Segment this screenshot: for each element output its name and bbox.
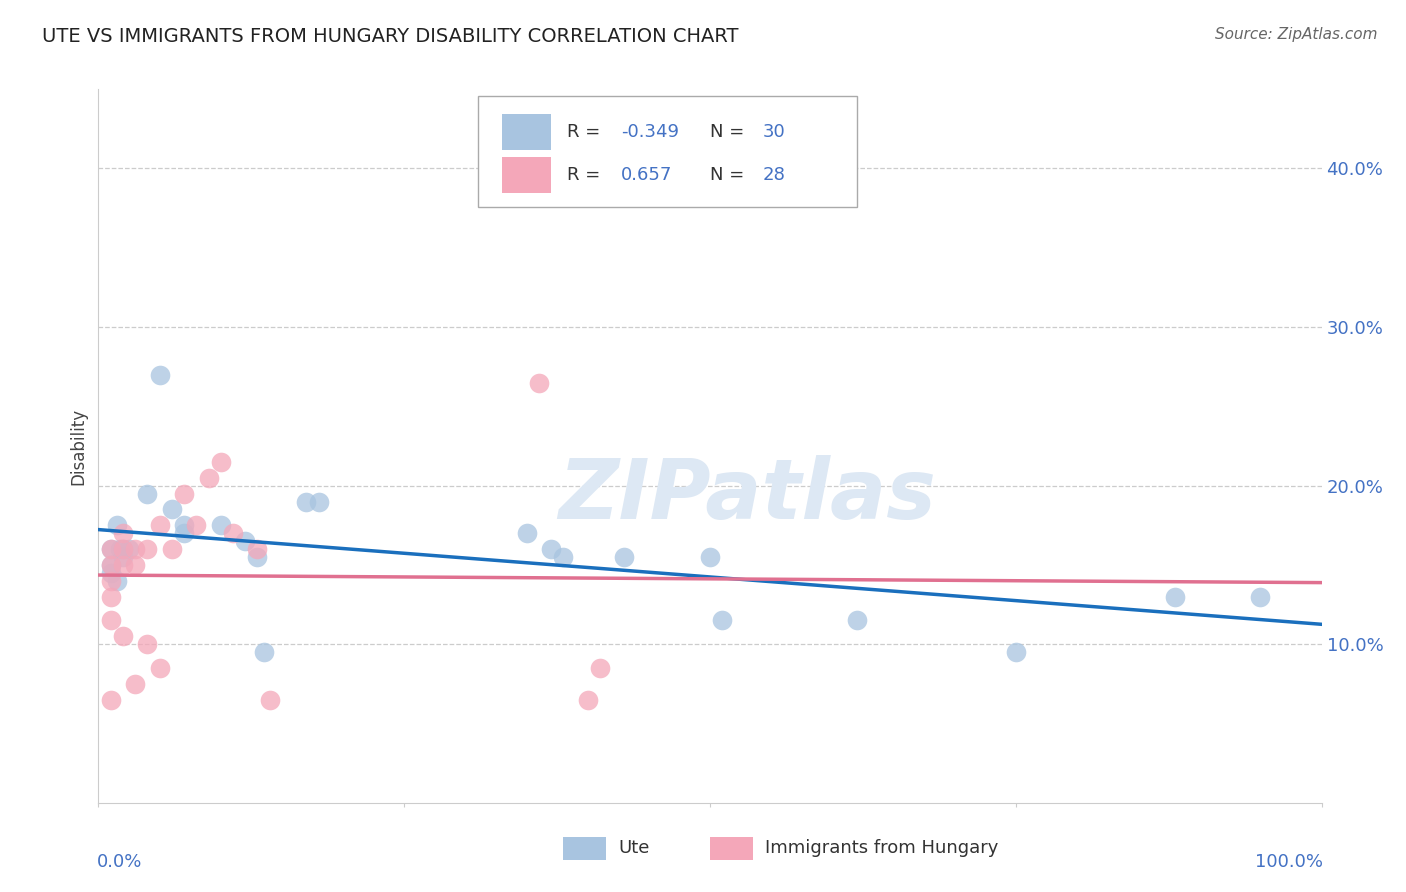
Point (209, 518, 232, 533)
Point (105, 518, 128, 533)
Point (100, 574, 122, 588)
Point (111, 558, 134, 572)
Text: 30: 30 (762, 123, 786, 141)
Text: N =: N = (710, 123, 749, 141)
Point (308, 494, 330, 508)
Point (118, 542, 141, 557)
Text: R =: R = (567, 123, 606, 141)
Point (173, 518, 195, 533)
Point (711, 614, 734, 628)
Point (553, 549, 575, 564)
Point (515, 526, 537, 541)
Point (259, 692, 281, 706)
Text: UTE VS IMMIGRANTS FROM HUNGARY DISABILITY CORRELATION CHART: UTE VS IMMIGRANTS FROM HUNGARY DISABILIT… (42, 27, 738, 45)
Point (173, 526, 195, 541)
Point (111, 542, 134, 557)
Point (160, 502, 183, 516)
Point (111, 542, 134, 557)
Point (222, 526, 245, 541)
Point (246, 549, 269, 564)
Point (111, 549, 134, 564)
Point (699, 549, 721, 564)
Point (100, 692, 122, 706)
Point (149, 368, 172, 382)
Point (173, 486, 195, 500)
Point (1004, 645, 1026, 659)
Point (100, 558, 122, 572)
FancyBboxPatch shape (502, 157, 551, 193)
Text: Ute: Ute (619, 839, 650, 857)
Point (110, 542, 132, 557)
Point (295, 494, 318, 508)
Point (197, 471, 219, 485)
FancyBboxPatch shape (478, 96, 856, 207)
Point (845, 614, 868, 628)
Point (540, 542, 562, 557)
Point (209, 455, 232, 469)
Text: 28: 28 (762, 166, 786, 184)
Point (576, 692, 599, 706)
Point (1249, 590, 1271, 604)
Point (246, 542, 269, 557)
Point (589, 661, 612, 675)
Text: ZIPatlas: ZIPatlas (558, 456, 935, 536)
Text: N =: N = (710, 166, 749, 184)
Point (100, 566, 122, 580)
Point (136, 542, 159, 557)
Text: -0.349: -0.349 (620, 123, 679, 141)
Point (100, 558, 122, 572)
Text: 100.0%: 100.0% (1256, 853, 1323, 871)
Point (149, 661, 172, 675)
Point (613, 549, 636, 564)
FancyBboxPatch shape (710, 837, 752, 860)
Text: R =: R = (567, 166, 606, 184)
Point (111, 526, 134, 541)
Point (100, 590, 122, 604)
Point (527, 376, 550, 390)
Point (186, 518, 208, 533)
Point (149, 518, 172, 533)
Text: 0.657: 0.657 (620, 166, 672, 184)
Point (160, 542, 183, 557)
Point (124, 677, 146, 691)
Point (124, 558, 146, 572)
Point (100, 542, 122, 557)
Point (100, 542, 122, 557)
Point (252, 645, 274, 659)
Text: Source: ZipAtlas.com: Source: ZipAtlas.com (1215, 27, 1378, 42)
Point (100, 614, 122, 628)
FancyBboxPatch shape (502, 114, 551, 150)
Point (136, 637, 159, 651)
Y-axis label: Disability: Disability (69, 408, 87, 484)
Text: 0.0%: 0.0% (97, 853, 142, 871)
Point (111, 629, 134, 643)
FancyBboxPatch shape (564, 837, 606, 860)
Text: Immigrants from Hungary: Immigrants from Hungary (765, 839, 998, 857)
Point (1164, 590, 1187, 604)
Point (233, 534, 256, 549)
Point (124, 542, 146, 557)
Point (105, 574, 128, 588)
Point (136, 486, 159, 500)
